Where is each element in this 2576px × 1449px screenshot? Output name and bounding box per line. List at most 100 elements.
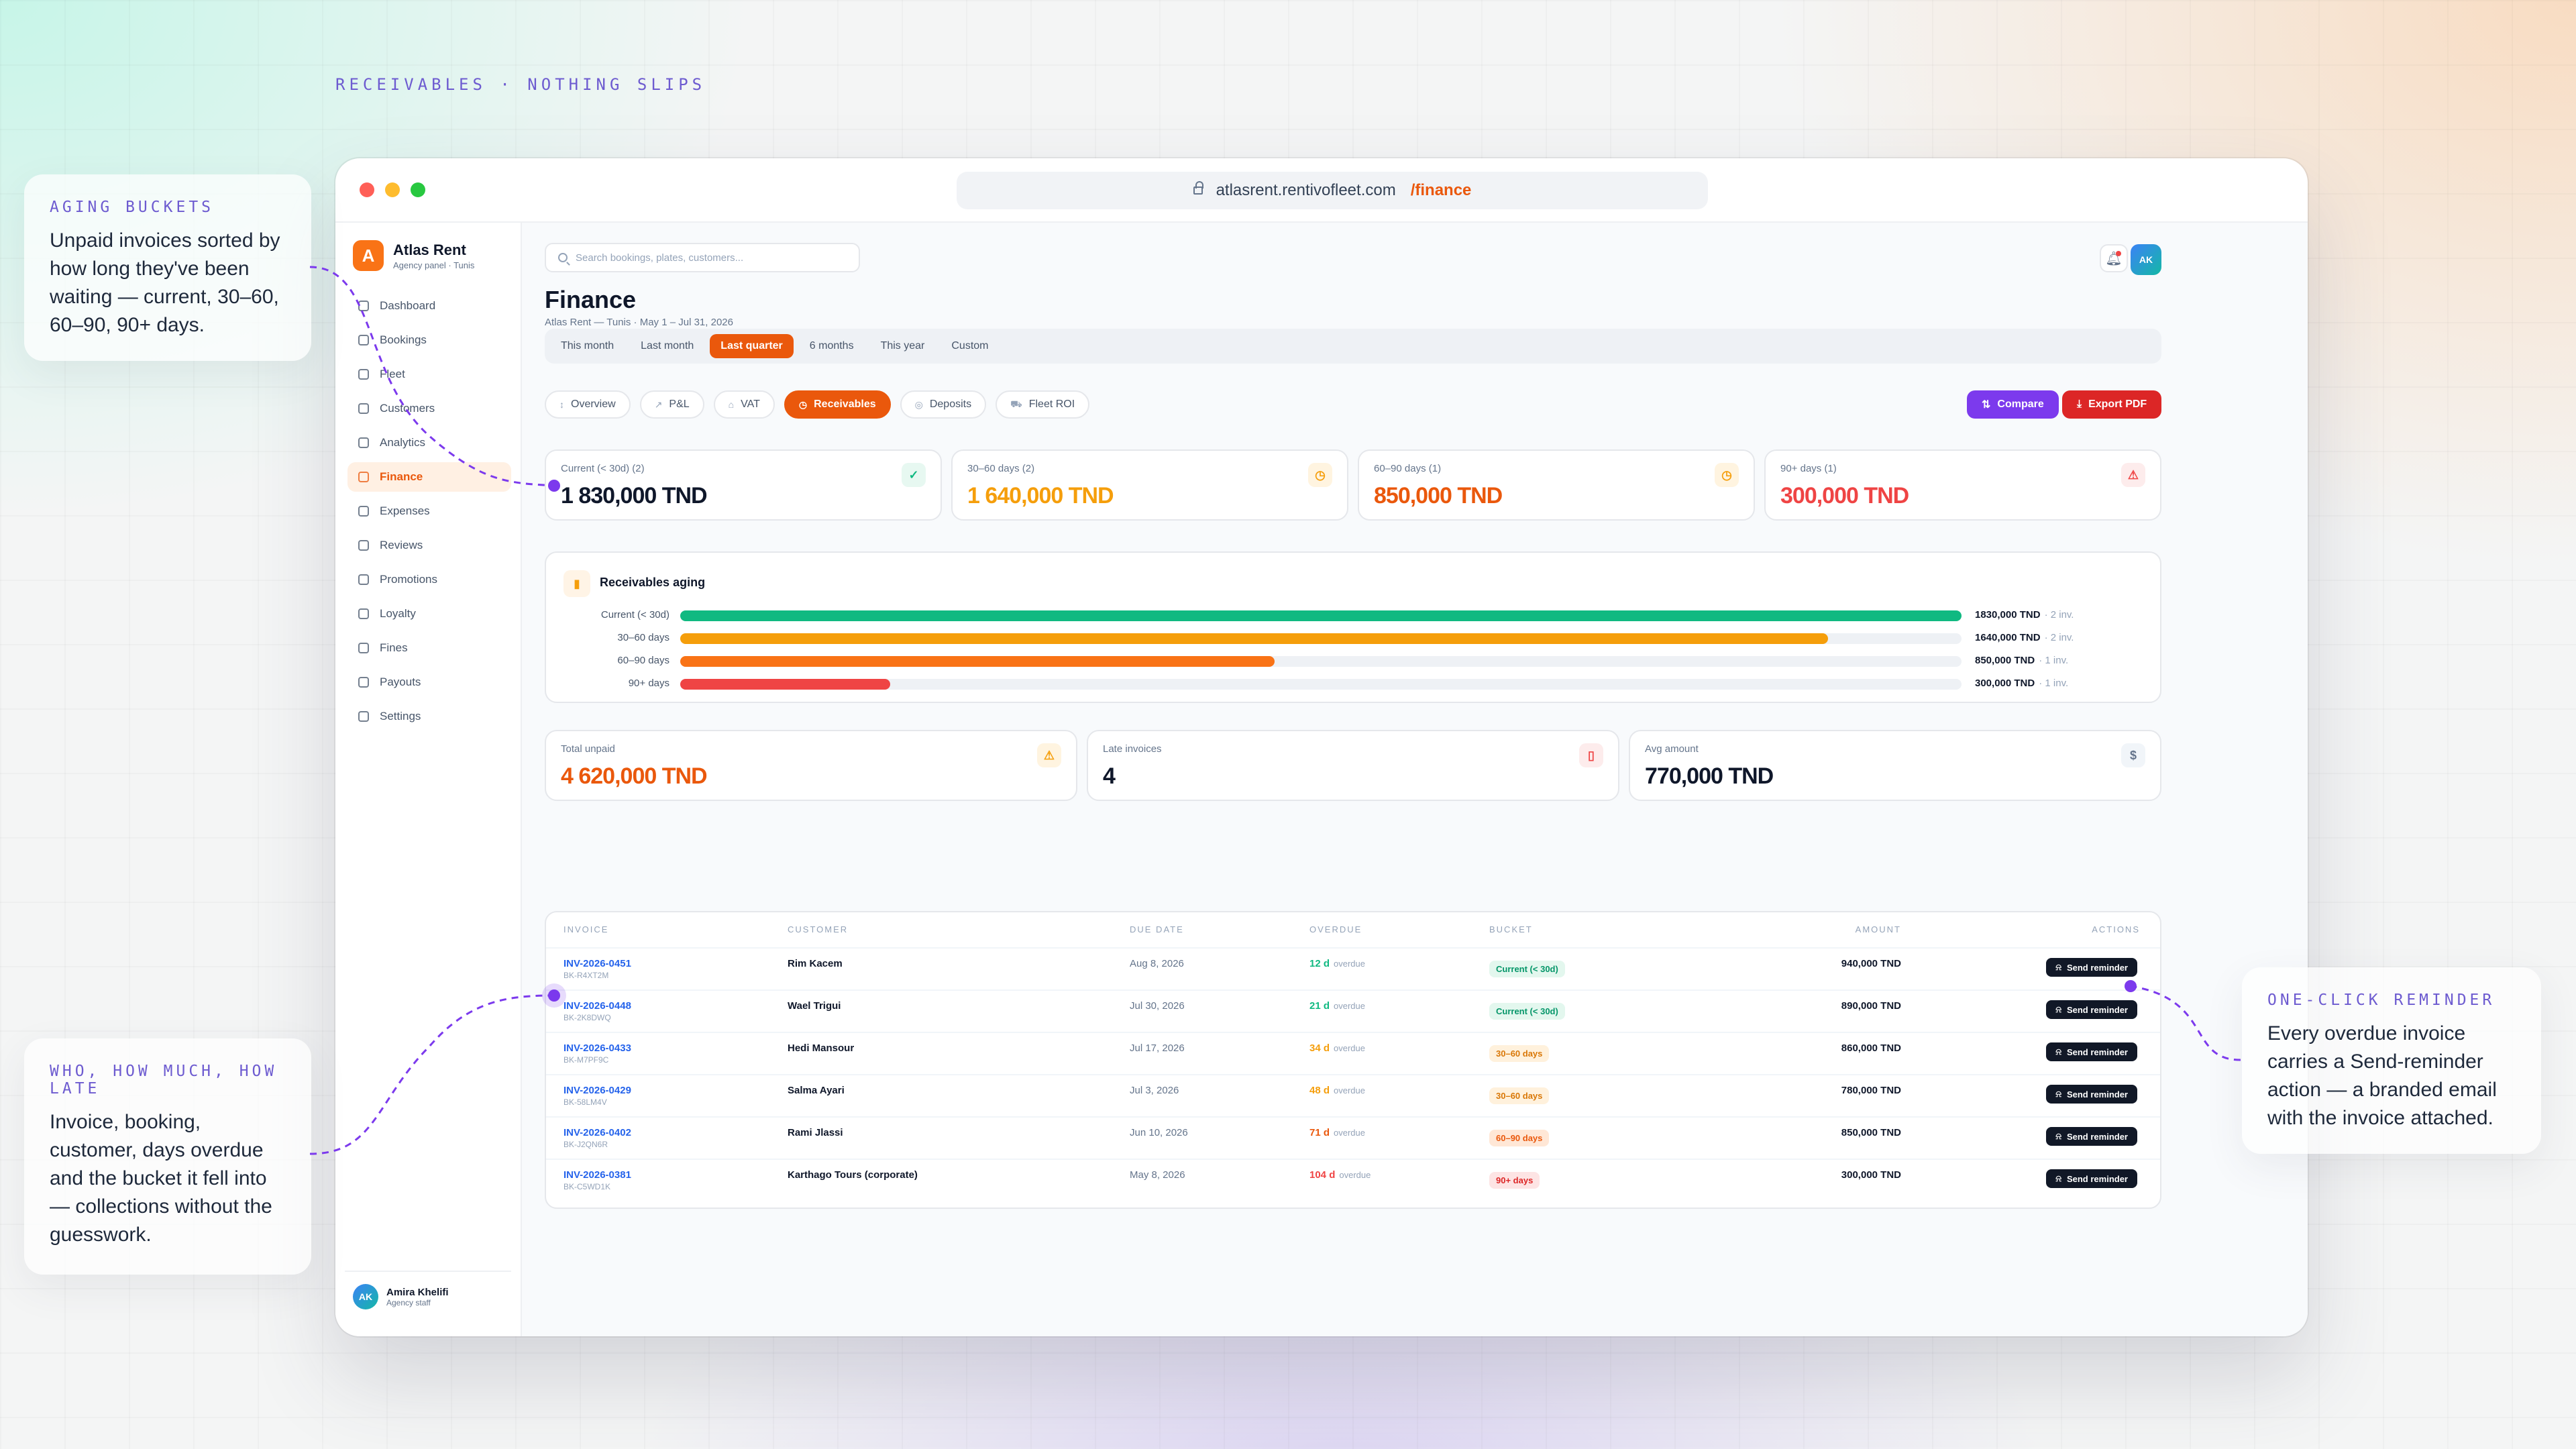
column-header-actions: ACTIONS [2092,924,2140,934]
sidebar-item-label: Reviews [380,539,423,551]
invoice-link[interactable]: INV-2026-0433 [564,1042,631,1054]
column-header-invoice[interactable]: INVOICE [564,924,609,934]
compare-label: Compare [1997,398,2044,410]
kpi-status-icon: ◷ [1715,463,1739,487]
compare-button[interactable]: ⇅ Compare [1967,390,2059,419]
user-card[interactable]: AK Amira Khelifi Agency staff [345,1271,511,1309]
invoice-link[interactable]: INV-2026-0381 [564,1169,631,1181]
invoice-link[interactable]: INV-2026-0402 [564,1127,631,1138]
amount: 850,000 TND [1841,1127,1901,1138]
sidebar-item-customers[interactable]: Customers [347,394,511,423]
overdue-cell: 104 d overdue [1309,1169,1371,1181]
period-last-quarter[interactable]: Last quarter [710,334,794,358]
page-title: Finance [545,286,637,313]
tab-receivables[interactable]: ◷ Receivables [784,390,891,419]
bookings-icon [358,335,369,345]
bucket-cell: 90+ days [1489,1172,1540,1189]
bucket-cell: 30–60 days [1489,1045,1550,1062]
tab-label: P&L [669,398,690,410]
minimize-window-dot[interactable] [385,182,400,197]
brand[interactable]: A Atlas Rent Agency panel · Tunis [353,240,511,271]
period-last-month[interactable]: Last month [641,340,694,352]
period-this-year[interactable]: This year [880,340,925,352]
column-header-customer[interactable]: CUSTOMER [788,924,849,934]
user-role: Agency staff [386,1297,431,1307]
invoice-cell: INV-2026-0381 BK-C5WD1K [564,1169,631,1191]
send-reminder-button[interactable]: ⍾ Send reminder [2046,1042,2137,1061]
column-header-due-date[interactable]: DUE DATE [1130,924,1184,934]
bell-icon: ⍾ [2055,1004,2061,1014]
summary-card: Total unpaid 4 620,000 TND ⚠ [545,730,1077,801]
sidebar-item-payouts[interactable]: Payouts [347,667,511,697]
tab-deposits[interactable]: ◎ Deposits [900,390,987,419]
sidebar-item-loyalty[interactable]: Loyalty [347,599,511,629]
tab-icon: ↗ [654,398,663,410]
sidebar-item-settings[interactable]: Settings [347,702,511,731]
close-window-dot[interactable] [360,182,374,197]
search-placeholder: Search bookings, plates, customers... [576,252,744,264]
expenses-icon [358,506,369,517]
bell-icon: ⍾ [2055,1173,2061,1183]
sidebar-item-label: Finance [380,470,423,483]
compare-icon: ⇅ [1982,399,1991,411]
aging-amount: 300,000 TND [1975,678,2035,689]
export-pdf-button[interactable]: ⤓ Export PDF [2062,390,2162,419]
overdue-days: 104 d [1309,1169,1336,1181]
send-reminder-button[interactable]: ⍾ Send reminder [2046,1000,2137,1019]
kpi-card: 90+ days (1) 300,000 TND ⚠ [1764,449,2161,521]
send-reminder-button[interactable]: ⍾ Send reminder [2046,1085,2137,1104]
invoice-link[interactable]: INV-2026-0429 [564,1085,631,1096]
notifications-button[interactable]: 🔔︎ [2100,244,2128,272]
sidebar-item-fleet[interactable]: Fleet [347,360,511,389]
address-bar[interactable]: atlasrent.rentivofleet.com /finance [957,172,1708,209]
maximize-window-dot[interactable] [411,182,425,197]
send-reminder-button[interactable]: ⍾ Send reminder [2046,1169,2137,1188]
sidebar-item-label: Fleet [380,368,405,380]
overdue-suffix: overdue [1334,959,1365,969]
sidebar-item-analytics[interactable]: Analytics [347,428,511,458]
invoice-link[interactable]: INV-2026-0448 [564,1000,631,1012]
tab-overview[interactable]: ↕ Overview [545,390,631,419]
callout-reminder-eyebrow: ONE-CLICK REMINDER [2267,991,2496,1009]
sidebar-item-dashboard[interactable]: Dashboard [347,291,511,321]
tab-p-l[interactable]: ↗ P&L [639,390,704,419]
customer-name: Rami Jlassi [788,1127,843,1138]
tab-fleet-roi[interactable]: ⛟ Fleet ROI [996,390,1090,419]
customer-name: Hedi Mansour [788,1042,855,1054]
callout-who-eyebrow: WHO, HOW MUCH, HOW LATE [50,1063,278,1097]
sidebar-item-fines[interactable]: Fines [347,633,511,663]
period-custom[interactable]: Custom [951,340,989,352]
payouts-icon [358,677,369,688]
search-input[interactable]: Search bookings, plates, customers... [545,243,860,272]
sidebar-nav: Dashboard Bookings Fleet Customers Analytics… [347,291,511,731]
bucket-cell: Current (< 30d) [1489,1003,1565,1020]
customer-name: Karthago Tours (corporate) [788,1169,918,1181]
column-header-amount[interactable]: AMOUNT [1855,924,1901,934]
callout-aging-eyebrow: AGING BUCKETS [50,199,215,216]
aging-count: · 2 inv. [2044,609,2074,621]
notification-dot [2116,251,2121,256]
period-this-month[interactable]: This month [561,340,614,352]
send-reminder-button[interactable]: ⍾ Send reminder [2046,1127,2137,1146]
period-6-months[interactable]: 6 months [809,340,854,352]
sidebar-item-reviews[interactable]: Reviews [347,531,511,560]
overdue-cell: 12 d overdue [1309,958,1365,969]
sidebar-item-bookings[interactable]: Bookings [347,325,511,355]
brand-logo: A [353,240,384,271]
invoice-link[interactable]: INV-2026-0451 [564,958,631,969]
sidebar-item-expenses[interactable]: Expenses [347,496,511,526]
top-user-avatar[interactable]: AK [2131,244,2161,275]
kpi-value: 1 640,000 TND [967,483,1114,508]
column-header-overdue[interactable]: OVERDUE [1309,924,1362,934]
sidebar-item-finance[interactable]: Finance [347,462,511,492]
tab-icon: ⛟ [1010,398,1022,409]
sidebar-item-promotions[interactable]: Promotions [347,565,511,594]
overdue-cell: 71 d overdue [1309,1127,1365,1138]
summary-label: Avg amount [1645,743,1699,755]
aging-amount: 850,000 TND [1975,655,2035,666]
column-header-bucket[interactable]: BUCKET [1489,924,1533,934]
browser-window: atlasrent.rentivofleet.com /finance A At… [335,158,2308,1336]
tab-vat[interactable]: ⌂ VAT [713,390,775,419]
aging-bar [680,656,1275,667]
send-reminder-button[interactable]: ⍾ Send reminder [2046,958,2137,977]
